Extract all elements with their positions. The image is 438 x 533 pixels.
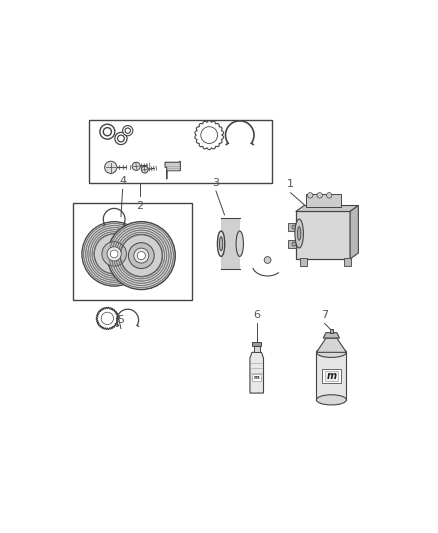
Ellipse shape (217, 231, 225, 256)
Bar (317, 352, 346, 400)
Circle shape (307, 192, 313, 198)
Circle shape (117, 135, 124, 142)
Ellipse shape (317, 347, 346, 358)
Circle shape (201, 127, 218, 143)
Bar (325, 371, 338, 381)
Text: 7: 7 (321, 310, 328, 320)
Text: 6: 6 (253, 310, 260, 320)
Circle shape (107, 222, 175, 289)
Polygon shape (296, 206, 358, 212)
Ellipse shape (295, 219, 304, 248)
Bar (288, 223, 296, 231)
Bar (306, 195, 341, 207)
Circle shape (105, 161, 117, 173)
Circle shape (132, 162, 140, 171)
Ellipse shape (236, 231, 244, 256)
Bar (330, 328, 333, 333)
Circle shape (103, 127, 111, 136)
Circle shape (292, 225, 296, 229)
Circle shape (317, 192, 322, 198)
Ellipse shape (219, 237, 223, 251)
Text: 2: 2 (136, 201, 143, 211)
Polygon shape (317, 338, 346, 352)
Polygon shape (350, 206, 358, 259)
Circle shape (82, 222, 146, 286)
Bar (221, 218, 240, 269)
Circle shape (292, 242, 296, 246)
Bar (300, 258, 307, 266)
Bar (288, 240, 296, 248)
Circle shape (115, 132, 127, 144)
Circle shape (128, 243, 154, 269)
Bar (74, 203, 192, 300)
Ellipse shape (297, 227, 301, 240)
Circle shape (326, 192, 332, 198)
Circle shape (125, 128, 131, 133)
Bar (254, 346, 260, 352)
Circle shape (101, 312, 113, 325)
Text: 5: 5 (117, 315, 124, 325)
Polygon shape (323, 333, 339, 338)
Circle shape (123, 126, 133, 136)
Bar (252, 343, 261, 346)
Bar (322, 369, 341, 383)
Text: 4: 4 (119, 176, 126, 186)
Circle shape (100, 124, 115, 139)
Circle shape (107, 247, 121, 261)
Bar (296, 212, 350, 259)
Circle shape (110, 250, 118, 258)
Text: m: m (326, 371, 336, 381)
Ellipse shape (317, 395, 346, 405)
Text: 3: 3 (212, 177, 219, 188)
Polygon shape (250, 352, 264, 393)
Circle shape (141, 166, 148, 173)
Circle shape (137, 252, 145, 260)
Bar (88, 120, 272, 183)
Circle shape (134, 248, 149, 263)
Text: m: m (254, 375, 260, 379)
Polygon shape (165, 161, 180, 179)
Bar (252, 374, 261, 381)
Text: 1: 1 (287, 180, 294, 189)
Circle shape (102, 241, 127, 266)
Bar (344, 258, 351, 266)
Circle shape (264, 256, 271, 263)
